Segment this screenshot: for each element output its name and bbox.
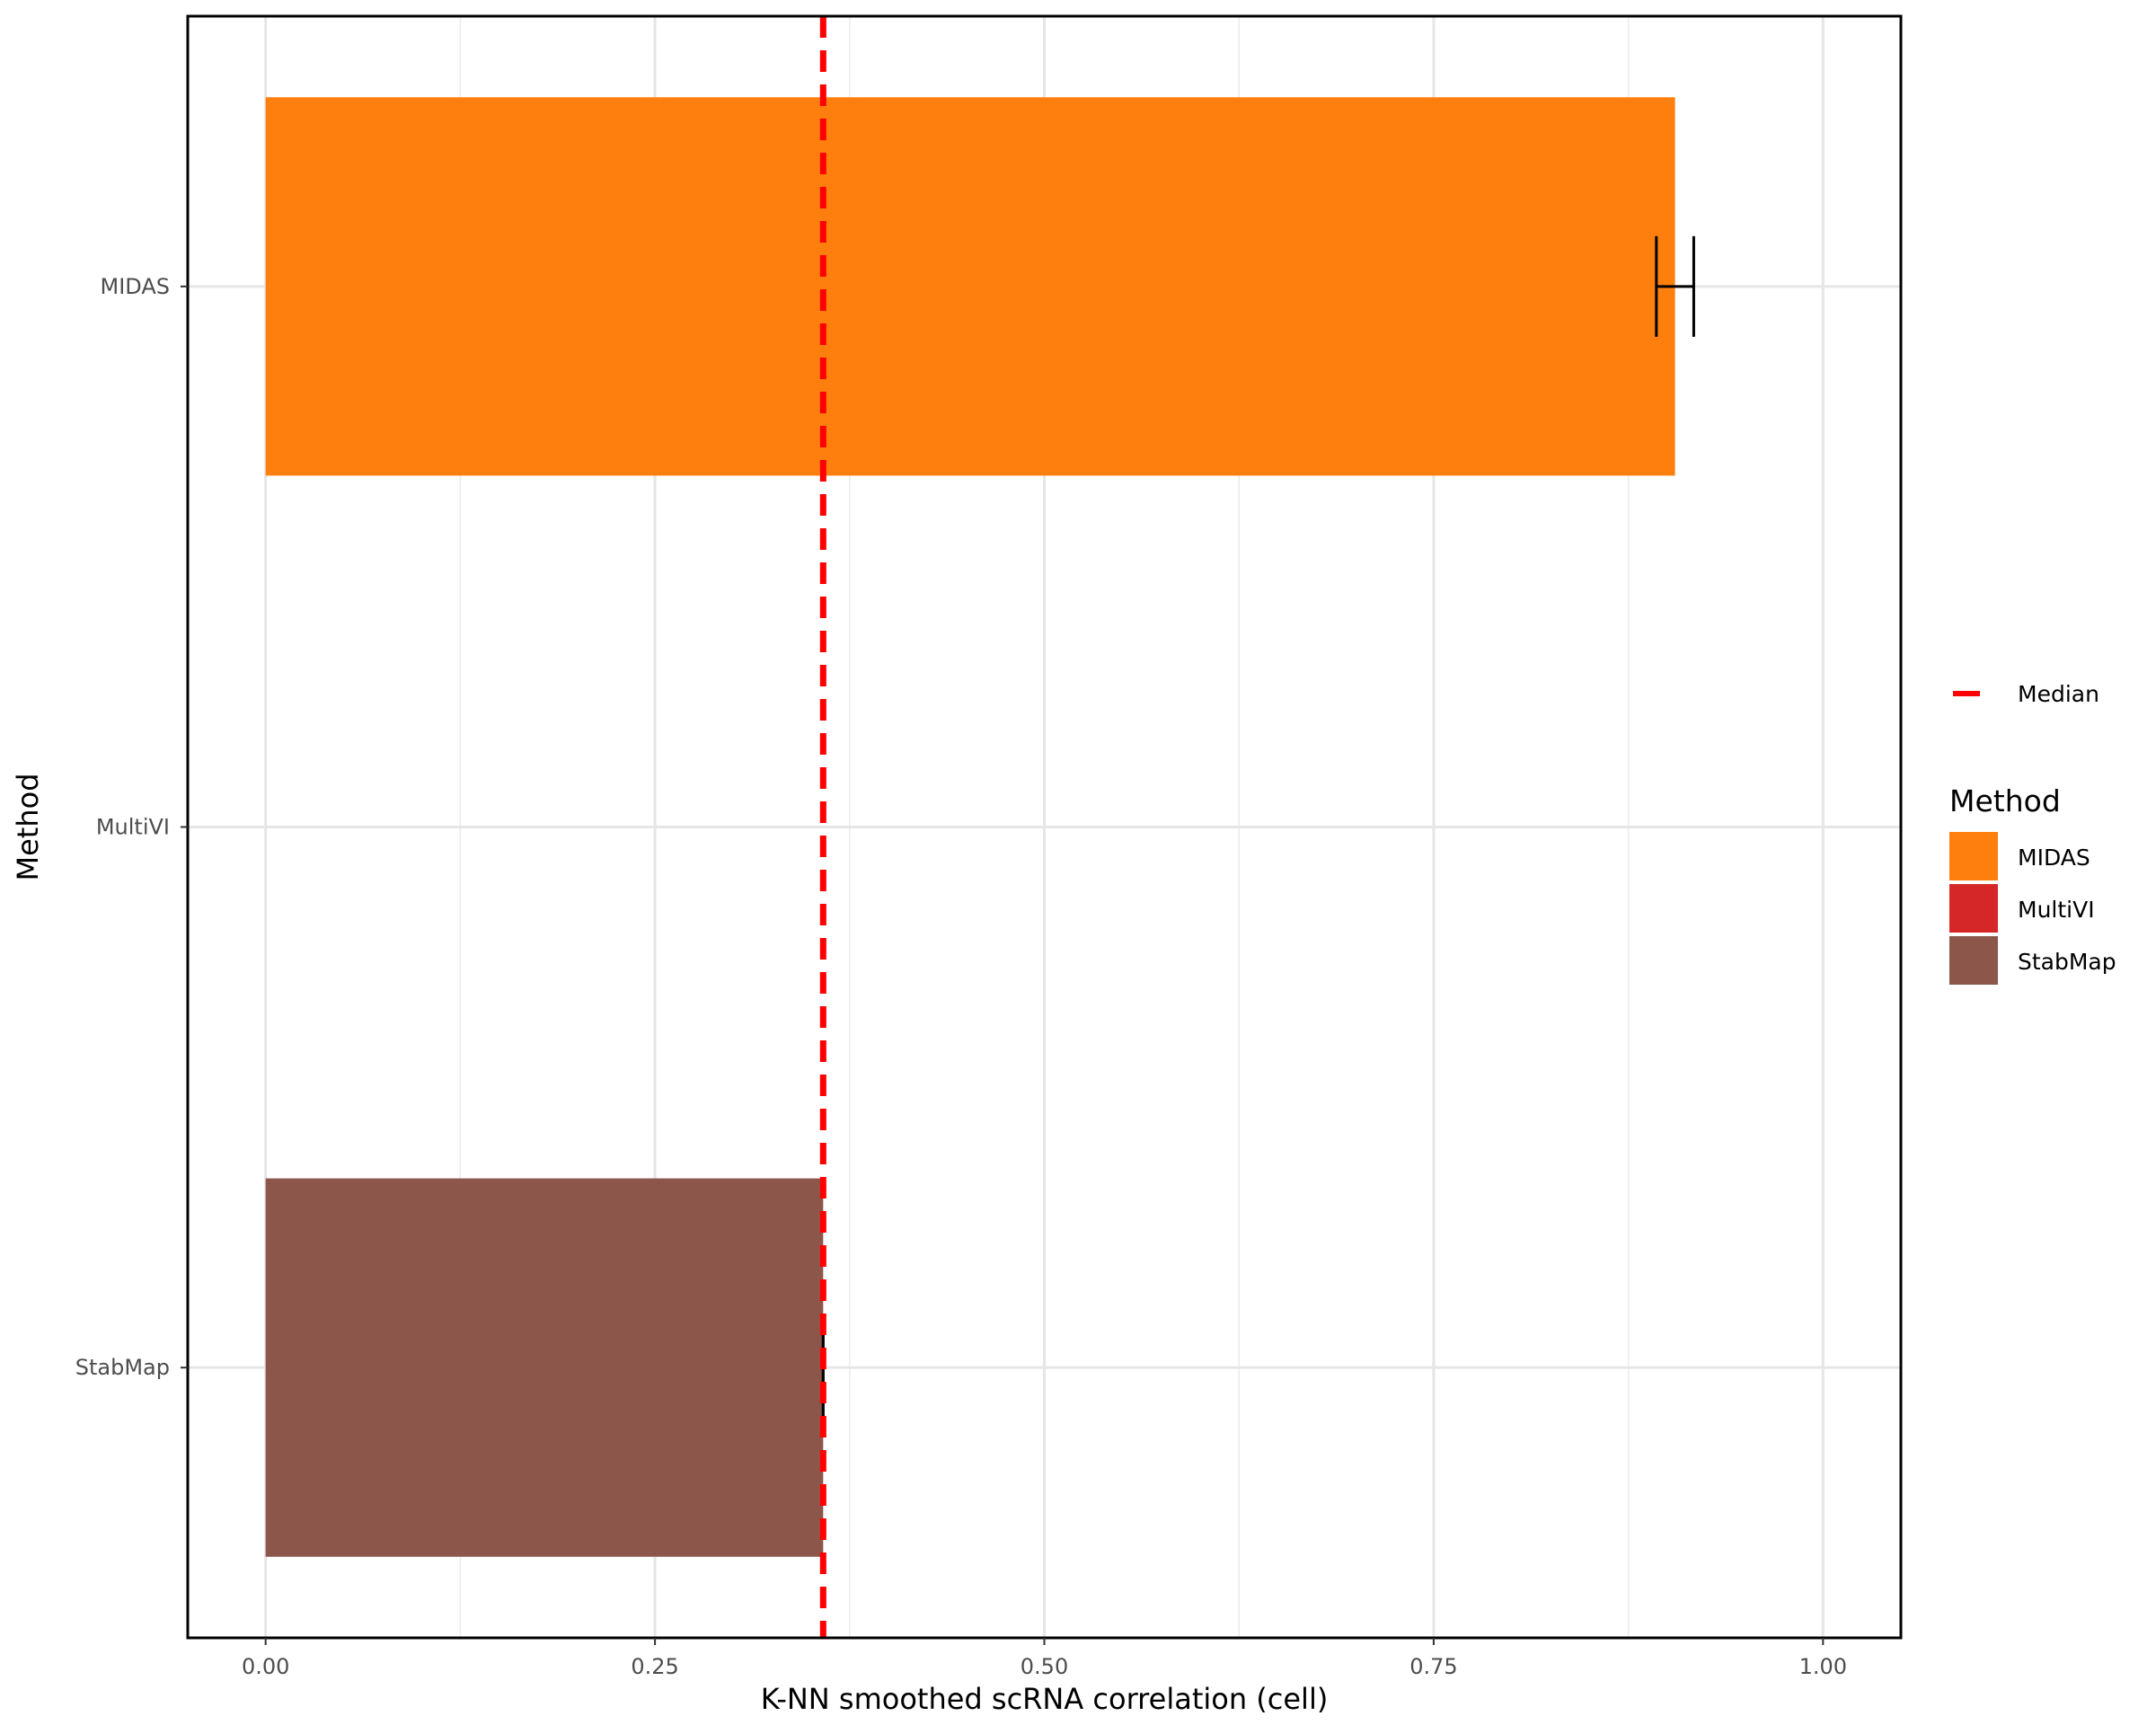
legend: Median Method MIDAS MultiVI StabMap: [1949, 681, 2116, 985]
x-tick-label: 0.00: [242, 1654, 289, 1679]
bar-stabmap: [265, 1178, 824, 1557]
y-tick-label: StabMap: [75, 1355, 170, 1380]
legend-items: MIDAS MultiVI StabMap: [1949, 832, 2116, 985]
x-tick-label: 1.00: [1799, 1654, 1847, 1679]
legend-label-midas: MIDAS: [2018, 845, 2090, 871]
y-tick-label: MIDAS: [101, 274, 171, 299]
x-tick-label: 0.75: [1409, 1654, 1457, 1679]
x-axis-ticks: 0.00 0.25 0.50 0.75 1.00: [242, 1638, 1847, 1679]
bars: [265, 97, 1675, 1557]
x-axis-title: K-NN smoothed scRNA correlation (cell): [761, 1682, 1329, 1716]
x-tick-label: 0.25: [631, 1654, 678, 1679]
legend-label-multivi: MultiVI: [2018, 897, 2095, 923]
legend-title: Method: [1949, 783, 2061, 818]
legend-median-label: Median: [2018, 681, 2099, 707]
x-tick-label: 0.50: [1021, 1654, 1068, 1679]
legend-label-stabmap: StabMap: [2018, 949, 2116, 975]
y-axis-title: Method: [11, 773, 45, 880]
bar-midas: [265, 97, 1675, 476]
legend-key-midas: [1949, 832, 1998, 880]
y-tick-label: MultiVI: [96, 815, 170, 840]
legend-key-multivi: [1949, 884, 1998, 933]
legend-key-stabmap: [1949, 936, 1998, 985]
y-axis-ticks: MIDAS MultiVI StabMap: [75, 274, 188, 1380]
